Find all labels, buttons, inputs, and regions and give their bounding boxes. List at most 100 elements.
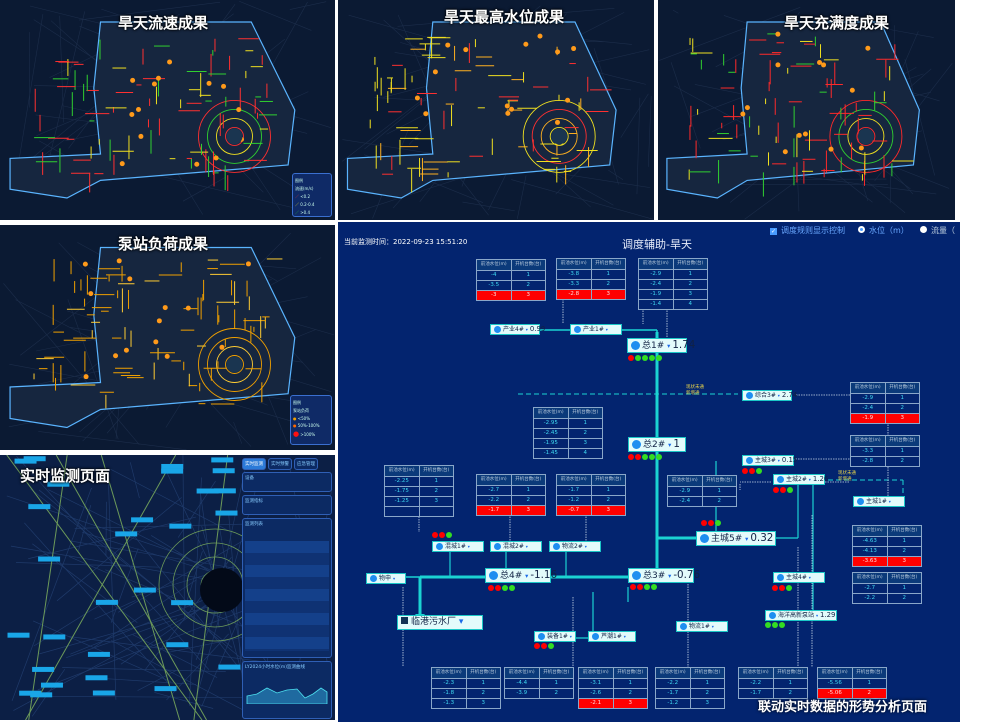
table-header: 前池水位(m) 开机台数(台)	[818, 668, 886, 678]
legend-item: ／ 0.2-0.4	[295, 202, 315, 207]
pump-station-marker	[504, 103, 510, 109]
rules-toggle-checkbox[interactable]: ✓ 调度规则显示控制	[770, 226, 845, 235]
table-header: 前池水位(m) 开机台数(台)	[505, 668, 573, 678]
pump-station-label[interactable]: 主城4# ▾	[773, 572, 825, 583]
forebay-table: 前池水位(m) 开机台数(台) -2.9 1 -2.4 2	[667, 475, 737, 507]
dropdown-arrow-icon[interactable]: ▾	[808, 575, 811, 580]
pump-station-label[interactable]: 芦潮1# ▾	[588, 631, 636, 642]
pump-station-marker	[123, 347, 129, 353]
dropdown-arrow-icon[interactable]: ▾	[392, 576, 396, 581]
pipe-status-note: 现状未通 新增通	[686, 385, 704, 396]
pump-station-marker	[127, 276, 133, 282]
dropdown-arrow-icon[interactable]: ▾	[777, 458, 780, 463]
pump-station-label[interactable]: 物流2# ▾	[549, 541, 601, 552]
table-row: -4.63 1	[853, 536, 921, 546]
map-legend: 图例 流速(m/s) ／ <0.2 ／ 0.2-0.4 ／ >0.4	[292, 173, 332, 217]
pump-load-map-panel: 泵站负荷成果 图例 泵站负荷 ● <50% ● 50%-100% ● >100%	[0, 225, 335, 450]
dropdown-arrow-icon[interactable]: ▾	[667, 343, 671, 350]
pump-icon	[494, 326, 501, 333]
sensor-label	[32, 666, 55, 672]
pump-station-label[interactable]: 主城1# ▾	[853, 496, 905, 507]
pump-station-marker	[802, 131, 808, 137]
pump-station-label[interactable]: 海洋高新泵站 ▾ 1.29	[765, 610, 837, 621]
pump-station-marker	[858, 145, 864, 151]
dropdown-arrow-icon[interactable]: ▾	[525, 327, 528, 332]
dropdown-arrow-icon[interactable]: ▾	[711, 624, 714, 629]
table-row: -2.4 2	[851, 403, 919, 413]
pump-on-indicator	[756, 468, 762, 474]
dropdown-arrow-icon[interactable]: ▾	[777, 393, 780, 398]
table-header: 前池水位(m) 开机台数(台)	[432, 668, 500, 678]
pump-station-marker	[113, 353, 119, 359]
dropdown-arrow-icon[interactable]: ▾	[888, 499, 891, 504]
sensor-label	[154, 686, 177, 692]
dropdown-arrow-icon[interactable]: ▾	[467, 544, 470, 549]
dropdown-arrow-icon[interactable]: ▾	[668, 442, 672, 449]
table-row: -2.2 1	[739, 678, 807, 688]
legend-item: ／ <0.2	[295, 194, 310, 199]
pump-station-label[interactable]: 总1# ▾ 1.74	[627, 338, 695, 353]
forebay-table: 前池水位(m) 开机台数(台) -2.95 1 -2.45 2 -1.95 3 -1.45 4	[533, 407, 603, 459]
table-row: -2.4 2	[668, 496, 736, 506]
dropdown-arrow-icon[interactable]: ▾	[584, 544, 587, 549]
dropdown-arrow-icon[interactable]: ▾	[525, 544, 528, 549]
pump-station-label[interactable]: 物申 ▾	[366, 573, 406, 584]
map-canvas[interactable]	[658, 0, 955, 220]
pump-station-label[interactable]: 主城3# ▾ 0.15	[742, 455, 797, 466]
tab-warning[interactable]: 实时预警	[268, 458, 292, 470]
pump-station-label[interactable]: 物流1# ▾	[676, 621, 728, 632]
tab-realtime[interactable]: 实时监测	[242, 458, 266, 470]
pump-station-label[interactable]: 装备1# ▾	[534, 631, 576, 642]
tab-emergency[interactable]: 应急管理	[294, 458, 318, 470]
pump-station-label[interactable]: 综合3# ▾ 2.74	[742, 390, 797, 401]
pump-station-label[interactable]: 混城2# ▾	[490, 541, 542, 552]
table-row: -1.7 1	[557, 485, 625, 495]
pump-icon	[436, 543, 443, 550]
pump-status-dots	[628, 454, 662, 460]
map-canvas[interactable]	[0, 0, 335, 220]
page-caption: 联动实时数据的形势分析页面	[758, 700, 928, 715]
dropdown-arrow-icon[interactable]: ▾	[808, 477, 811, 482]
pump-station-label[interactable]: 主城2# ▾ 1.26	[773, 474, 828, 485]
pump-status-dots	[772, 585, 792, 591]
dropdown-arrow-icon[interactable]: ▾	[525, 573, 529, 580]
table-row: -1.7 2	[739, 688, 807, 698]
pump-station-label[interactable]: 产业4# ▾ 0.99	[490, 324, 545, 335]
treatment-plant[interactable]: 临港污水厂 ▾	[397, 615, 483, 630]
dropdown-arrow-icon[interactable]: ▾	[745, 536, 749, 543]
pump-station-marker	[153, 339, 159, 345]
pump-station-marker	[796, 132, 802, 138]
pump-station-marker	[130, 77, 136, 83]
pump-station-label[interactable]: 混城1# ▾	[432, 541, 484, 552]
forebay-table: 前池水位(m) 开机台数(台) -4 1 -3.5 2 -3 3	[476, 259, 546, 301]
forebay-table: 前池水位(m) 开机台数(台) -3.8 1 -3.3 2 -2.8 3	[556, 258, 626, 300]
legend-item: ● 50%-100%	[293, 423, 320, 428]
dropdown-arrow-icon[interactable]: ▾	[668, 573, 672, 580]
radio-water-level[interactable]: 水位（m）	[858, 225, 909, 236]
dropdown-arrow-icon[interactable]: ▾	[569, 634, 572, 639]
radio-flow[interactable]: 流量（	[920, 225, 955, 236]
dropdown-arrow-icon[interactable]: ▾	[815, 613, 819, 618]
pump-station-label[interactable]: 总3# ▾ -0.76	[628, 568, 700, 583]
table-row: -2.8 3	[557, 289, 625, 299]
map-canvas[interactable]	[0, 225, 335, 450]
pump-station-label[interactable]: 总4# ▾ -1.16	[485, 568, 557, 583]
sensor-label	[196, 488, 219, 494]
pump-icon	[746, 392, 753, 399]
sensor-label	[40, 682, 63, 688]
pump-station-label[interactable]: 总2# ▾ 1	[628, 437, 686, 452]
table-row: -1.25 3	[385, 496, 453, 506]
table-row: -1.4 4	[639, 299, 707, 309]
sensor-label	[43, 634, 66, 640]
table-header: 前池水位(m) 开机台数(台)	[739, 668, 807, 678]
panel-title: 旱天流速成果	[118, 14, 209, 32]
pump-station-label[interactable]: 产业1# ▾	[570, 324, 622, 335]
map-canvas[interactable]	[338, 0, 654, 220]
table-row: -2.25 1	[385, 476, 453, 486]
pump-station-label[interactable]: 主城5# ▾ 0.32	[696, 531, 776, 546]
table-row: -1.2 3	[656, 698, 724, 708]
table-row: -3.5 2	[477, 280, 545, 290]
dropdown-arrow-icon[interactable]: ▾	[623, 634, 626, 639]
dropdown-arrow-icon[interactable]: ▾	[605, 327, 608, 332]
sensor-label	[92, 690, 115, 696]
